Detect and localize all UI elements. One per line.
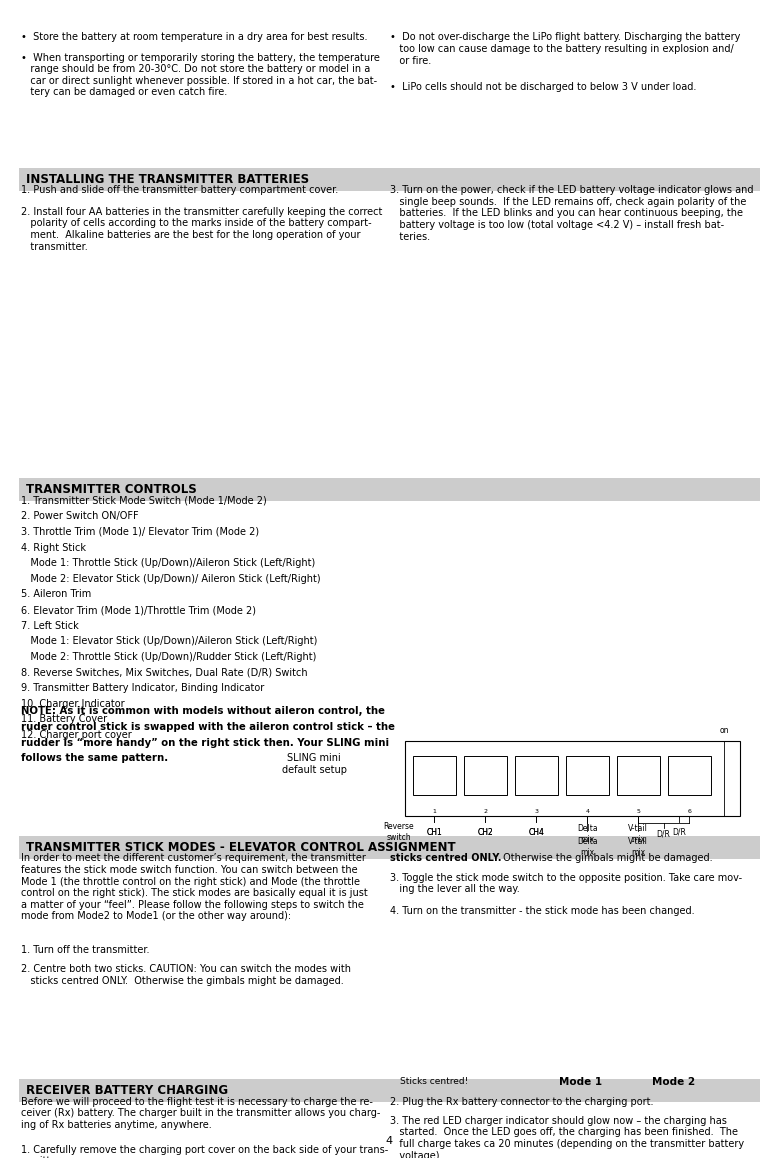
Bar: [668, 756, 710, 796]
Bar: [19, 836, 760, 859]
Text: D/R: D/R: [672, 828, 686, 837]
Text: 1. Transmitter Stick Mode Switch (Mode 1/Mode 2): 1. Transmitter Stick Mode Switch (Mode 1…: [21, 496, 266, 506]
Text: V-tail
mix: V-tail mix: [628, 837, 648, 857]
Text: CH1: CH1: [427, 828, 442, 837]
Text: V-tail
mix: V-tail mix: [628, 824, 648, 844]
Bar: [617, 756, 660, 796]
Bar: [566, 756, 608, 796]
Text: 11. Battery Cover: 11. Battery Cover: [21, 714, 108, 725]
Text: D/R: D/R: [657, 829, 671, 838]
Bar: [405, 741, 740, 816]
Text: on: on: [720, 726, 729, 735]
Text: 10. Charger Indicator: 10. Charger Indicator: [21, 698, 125, 709]
Text: Mode 1: Elevator Stick (Up/Down)/Aileron Stick (Left/Right): Mode 1: Elevator Stick (Up/Down)/Aileron…: [21, 636, 317, 646]
Bar: [413, 756, 456, 796]
Text: 3: 3: [534, 809, 538, 814]
Text: 2. Centre both two sticks. CAUTION: You can switch the modes with
   sticks cent: 2. Centre both two sticks. CAUTION: You …: [21, 963, 351, 985]
Text: Delta
mix: Delta mix: [577, 824, 597, 844]
Text: •  LiPo cells should not be discharged to below 3 V under load.: • LiPo cells should not be discharged to…: [390, 81, 696, 91]
Text: 12. Charger port cover: 12. Charger port cover: [21, 730, 132, 740]
Text: CH2: CH2: [478, 828, 493, 837]
Text: NOTE: As it is common with models without aileron control, the: NOTE: As it is common with models withou…: [21, 706, 385, 717]
Text: Delta
mix: Delta mix: [577, 837, 597, 857]
Text: Mode 2: Throttle Stick (Up/Down)/Rudder Stick (Left/Right): Mode 2: Throttle Stick (Up/Down)/Rudder …: [21, 652, 316, 662]
Text: Sticks centred!: Sticks centred!: [400, 1077, 468, 1086]
Text: •  When transporting or temporarily storing the battery, the temperature
   rang: • When transporting or temporarily stori…: [21, 53, 380, 97]
Text: Before we will proceed to the flight test it is necessary to charge the re-
ceiv: Before we will proceed to the flight tes…: [21, 1097, 380, 1130]
Text: •  Store the battery at room temperature in a dry area for best results.: • Store the battery at room temperature …: [21, 32, 368, 43]
Text: •  Do not over-discharge the LiPo flight battery. Discharging the battery
   too: • Do not over-discharge the LiPo flight …: [390, 32, 740, 66]
Text: ruder control stick is swapped with the aileron control stick – the: ruder control stick is swapped with the …: [21, 723, 395, 732]
Text: INSTALLING THE TRANSMITTER BATTERIES: INSTALLING THE TRANSMITTER BATTERIES: [26, 173, 308, 186]
Bar: [19, 168, 760, 191]
Text: sticks centred ONLY.: sticks centred ONLY.: [390, 853, 501, 864]
Text: 3. Toggle the stick mode switch to the opposite position. Take care mov-
   ing : 3. Toggle the stick mode switch to the o…: [390, 873, 742, 894]
Text: 3. The red LED charger indicator should glow now – the charging has
   started. : 3. The red LED charger indicator should …: [390, 1116, 744, 1158]
Text: 3. Throttle Trim (Mode 1)/ Elevator Trim (Mode 2): 3. Throttle Trim (Mode 1)/ Elevator Trim…: [21, 527, 259, 537]
Text: 1: 1: [432, 809, 436, 814]
Text: Mode 2: Elevator Stick (Up/Down)/ Aileron Stick (Left/Right): Mode 2: Elevator Stick (Up/Down)/ Ailero…: [21, 573, 321, 584]
Text: Otherwise the gimbals might be damaged.: Otherwise the gimbals might be damaged.: [500, 853, 713, 864]
Text: TRANSMITTER STICK MODES - ELEVATOR CONTROL ASSIGNMENT: TRANSMITTER STICK MODES - ELEVATOR CONTR…: [26, 841, 456, 855]
Text: CH1: CH1: [427, 828, 442, 837]
Text: CH2: CH2: [478, 828, 493, 837]
Text: Mode 1: Throttle Stick (Up/Down)/Aileron Stick (Left/Right): Mode 1: Throttle Stick (Up/Down)/Aileron…: [21, 558, 315, 569]
Text: CH4: CH4: [528, 828, 545, 837]
Text: 2. Install four AA batteries in the transmitter carefully keeping the correct
  : 2. Install four AA batteries in the tran…: [21, 206, 382, 251]
Bar: [515, 756, 558, 796]
Text: Reverse
switch: Reverse switch: [383, 822, 414, 842]
Text: 2. Plug the Rx battery connector to the charging port.: 2. Plug the Rx battery connector to the …: [390, 1097, 653, 1107]
Text: 2: 2: [484, 809, 488, 814]
Text: 7. Left Stick: 7. Left Stick: [21, 621, 79, 631]
Text: 1. Carefully remove the charging port cover on the back side of your trans-
   m: 1. Carefully remove the charging port co…: [21, 1144, 388, 1158]
Text: 6. Elevator Trim (Mode 1)/Throttle Trim (Mode 2): 6. Elevator Trim (Mode 1)/Throttle Trim …: [21, 604, 256, 615]
Text: 5. Aileron Trim: 5. Aileron Trim: [21, 589, 91, 600]
Text: TRANSMITTER CONTROLS: TRANSMITTER CONTROLS: [26, 483, 196, 497]
Text: 4: 4: [386, 1136, 393, 1146]
Bar: [464, 756, 507, 796]
Text: CH4: CH4: [528, 828, 545, 837]
Text: 1. Turn off the transmitter.: 1. Turn off the transmitter.: [21, 945, 150, 955]
Text: 3. Turn on the power, check if the LED battery voltage indicator glows and
   si: 3. Turn on the power, check if the LED b…: [390, 185, 753, 242]
Text: 9. Transmitter Battery Indicator, Binding Indicator: 9. Transmitter Battery Indicator, Bindin…: [21, 683, 264, 694]
Text: 1. Push and slide off the transmitter battery compartment cover.: 1. Push and slide off the transmitter ba…: [21, 185, 338, 196]
Text: SLING mini
default setup: SLING mini default setup: [282, 754, 347, 775]
Text: 4. Turn on the transmitter - the stick mode has been changed.: 4. Turn on the transmitter - the stick m…: [390, 906, 694, 916]
Text: 8. Reverse Switches, Mix Switches, Dual Rate (D/R) Switch: 8. Reverse Switches, Mix Switches, Dual …: [21, 667, 308, 677]
Text: 5: 5: [636, 809, 640, 814]
Bar: [19, 1079, 760, 1102]
Text: 6: 6: [687, 809, 691, 814]
Text: In order to meet the different customer’s requirement, the transmitter
features : In order to meet the different customer’…: [21, 853, 368, 922]
Text: RECEIVER BATTERY CHARGING: RECEIVER BATTERY CHARGING: [26, 1084, 227, 1098]
Text: 4. Right Stick: 4. Right Stick: [21, 542, 86, 552]
Text: 2. Power Switch ON/OFF: 2. Power Switch ON/OFF: [21, 512, 139, 521]
Text: rudder is “more handy” on the right stick then. Your SLING mini: rudder is “more handy” on the right stic…: [21, 738, 390, 748]
Text: Mode 1: Mode 1: [559, 1077, 602, 1087]
Bar: [19, 478, 760, 501]
Text: 4: 4: [585, 809, 589, 814]
Text: follows the same pattern.: follows the same pattern.: [21, 754, 168, 763]
Text: Mode 2: Mode 2: [652, 1077, 696, 1087]
